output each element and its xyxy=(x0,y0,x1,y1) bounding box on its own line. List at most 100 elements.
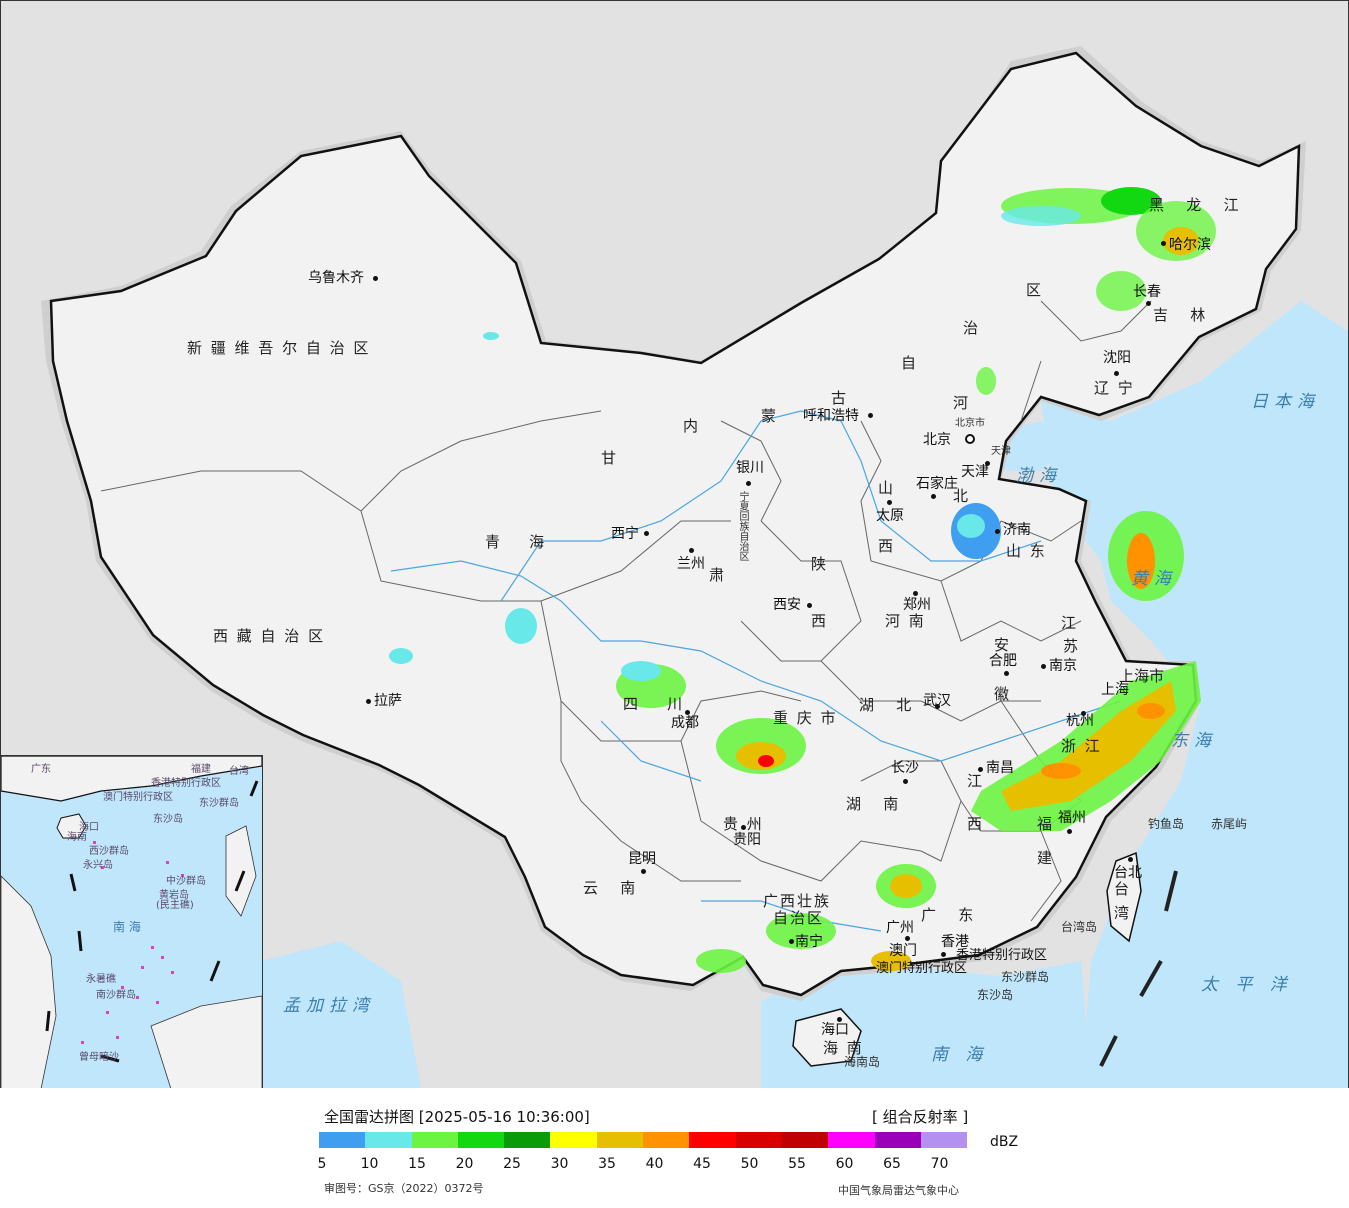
province-label-guangxi-1: 广西壮族 xyxy=(763,892,832,910)
city-wuhan: 武汉 xyxy=(923,693,951,709)
color-swatch xyxy=(643,1132,690,1148)
inset-label-zengmu: 曾母暗沙 xyxy=(79,1052,119,1063)
inset-philippines xyxy=(225,825,257,917)
province-label-guangdong: 广 东 xyxy=(921,906,976,924)
island-dongsha-dao: 东沙岛 xyxy=(977,988,1014,1002)
city-lhasa: 拉萨 xyxy=(374,693,402,709)
city-dot xyxy=(905,936,910,941)
province-label-anhui-1: 安 xyxy=(994,636,1012,654)
color-scale-tick: 40 xyxy=(645,1156,664,1172)
city-nanjing: 南京 xyxy=(1049,658,1077,674)
city-jinan: 济南 xyxy=(1003,522,1031,538)
province-label-gansu: 甘 xyxy=(601,449,619,467)
city-dot xyxy=(1041,664,1046,669)
city-aomen: 澳门 xyxy=(889,943,917,959)
inset-mainland-left xyxy=(1,875,57,1088)
province-label-neimeng-3: 古 xyxy=(831,389,849,407)
city-fuzhou: 福州 xyxy=(1058,810,1086,826)
province-label-jilin: 吉 林 xyxy=(1153,306,1208,324)
color-swatch xyxy=(504,1132,551,1148)
inset-label-fujian: 福建 xyxy=(191,764,211,775)
inset-label-hk-sar: 香港特别行政区 xyxy=(151,778,221,789)
city-dot xyxy=(978,767,983,772)
city-dot xyxy=(366,699,371,704)
province-label-zhejiang: 浙 江 xyxy=(1061,737,1102,755)
color-scale-tick: 25 xyxy=(503,1156,521,1172)
city-beijing: 北京 xyxy=(923,432,951,448)
city-harbin: 哈尔滨 xyxy=(1169,237,1211,253)
city-dot xyxy=(913,591,918,596)
city-dot xyxy=(1114,371,1119,376)
south-china-sea-inset: 广东 福建 台湾 香港特别行政区 澳门特别行政区 东沙群岛 东沙岛 海口 海南 … xyxy=(1,755,263,1088)
province-label-hebei-1: 河 xyxy=(953,394,971,412)
legend-title: 全国雷达拼图 [2025-05-16 10:36:00] xyxy=(324,1108,590,1126)
province-label-fujian-2: 建 xyxy=(1037,849,1055,867)
province-label-xizang: 西 藏 自 治 区 xyxy=(213,627,326,645)
province-label-sichuan: 四 川 xyxy=(623,695,685,713)
inset-label-xisha: 西沙群岛 xyxy=(89,846,129,857)
inset-hainan xyxy=(56,813,87,839)
color-swatch xyxy=(550,1132,597,1148)
city-guangzhou: 广州 xyxy=(886,920,914,936)
city-dot xyxy=(1081,711,1086,716)
city-hangzhou: 杭州 xyxy=(1066,713,1094,729)
legend-panel: 全国雷达拼图 [2025-05-16 10:36:00] [ 组合反射率 ] 5… xyxy=(0,1088,1349,1208)
province-label-tianjin: 天津 xyxy=(991,446,1011,457)
inset-label-hainan: 海南 xyxy=(67,832,87,843)
province-label-guizhou: 贵 州 xyxy=(723,815,764,833)
hainan-island xyxy=(792,1008,862,1067)
rivers xyxy=(390,410,1122,932)
province-label-beijing: 北京市 xyxy=(955,418,985,429)
color-swatch xyxy=(920,1132,968,1148)
inset-label-huangyan: 黄岩岛 xyxy=(159,890,189,901)
city-dot xyxy=(1128,857,1133,862)
inset-label-yongshu: 永暑礁 xyxy=(86,974,116,985)
island-chiwei: 赤尾屿 xyxy=(1211,817,1248,831)
province-label-macau-sar: 澳门特别行政区 xyxy=(876,961,968,976)
color-swatch xyxy=(781,1132,829,1148)
inset-label-guangdong: 广东 xyxy=(31,764,51,775)
city-nanning: 南宁 xyxy=(795,934,823,950)
province-label-chongqing: 重 庆 市 xyxy=(773,709,838,727)
sea-riben: 日本海 xyxy=(1251,392,1320,412)
province-label-xinjiang: 新 疆 维 吾 尔 自 治 区 xyxy=(187,339,371,357)
city-dot xyxy=(868,413,873,418)
province-label-neimeng-1: 内 xyxy=(683,417,701,435)
province-label-jiangxi-1: 江 xyxy=(967,772,985,790)
city-dot xyxy=(685,710,690,715)
province-label-shanxi-1: 山 xyxy=(878,479,896,497)
city-chengdu: 成都 xyxy=(671,715,699,731)
sea-nanhai: 南 海 xyxy=(931,1045,989,1065)
city-changchun: 长春 xyxy=(1133,284,1161,300)
inset-label-nansha: 南沙群岛 xyxy=(96,990,136,1001)
inset-label-dongsha-qundao: 东沙群岛 xyxy=(199,798,239,809)
radar-echoes xyxy=(389,187,1216,973)
city-xianggang: 香港 xyxy=(941,934,969,950)
map-canvas xyxy=(41,46,1348,1088)
color-scale-tick: 60 xyxy=(835,1156,854,1172)
color-swatch xyxy=(596,1132,644,1148)
province-label-neimeng-2: 蒙 xyxy=(761,407,779,425)
province-label-shandong: 山 东 xyxy=(1006,542,1047,560)
sea-mengjiala: 孟加拉湾 xyxy=(283,996,375,1016)
province-label-neimeng-6: 区 xyxy=(1026,281,1044,299)
inset-label-dongsha-dao: 东沙岛 xyxy=(153,814,183,825)
color-swatch xyxy=(828,1132,875,1148)
city-kunming: 昆明 xyxy=(628,851,656,867)
capital-star-icon xyxy=(965,434,975,444)
city-taibei: 台北 xyxy=(1114,865,1142,881)
city-dot xyxy=(935,704,940,709)
color-swatch xyxy=(874,1132,921,1148)
province-label-qinghai: 青 海 xyxy=(485,533,547,551)
inset-label-haikou: 海口 xyxy=(79,822,99,833)
city-dot xyxy=(1161,241,1166,246)
city-dot xyxy=(689,548,694,553)
island-taiwandao: 台湾岛 xyxy=(1061,920,1098,934)
province-label-henan: 河 南 xyxy=(885,612,926,630)
taiwan-island xyxy=(1106,851,1142,943)
province-label-heilongjiang: 黑 龙 江 xyxy=(1149,196,1241,214)
color-scale-tick: 55 xyxy=(788,1156,806,1172)
province-label-ningxia: 宁夏回族自治区 xyxy=(737,491,748,561)
legend-product: [ 组合反射率 ] xyxy=(872,1108,969,1126)
sea-taipingyang: 太 平 洋 xyxy=(1201,975,1293,995)
